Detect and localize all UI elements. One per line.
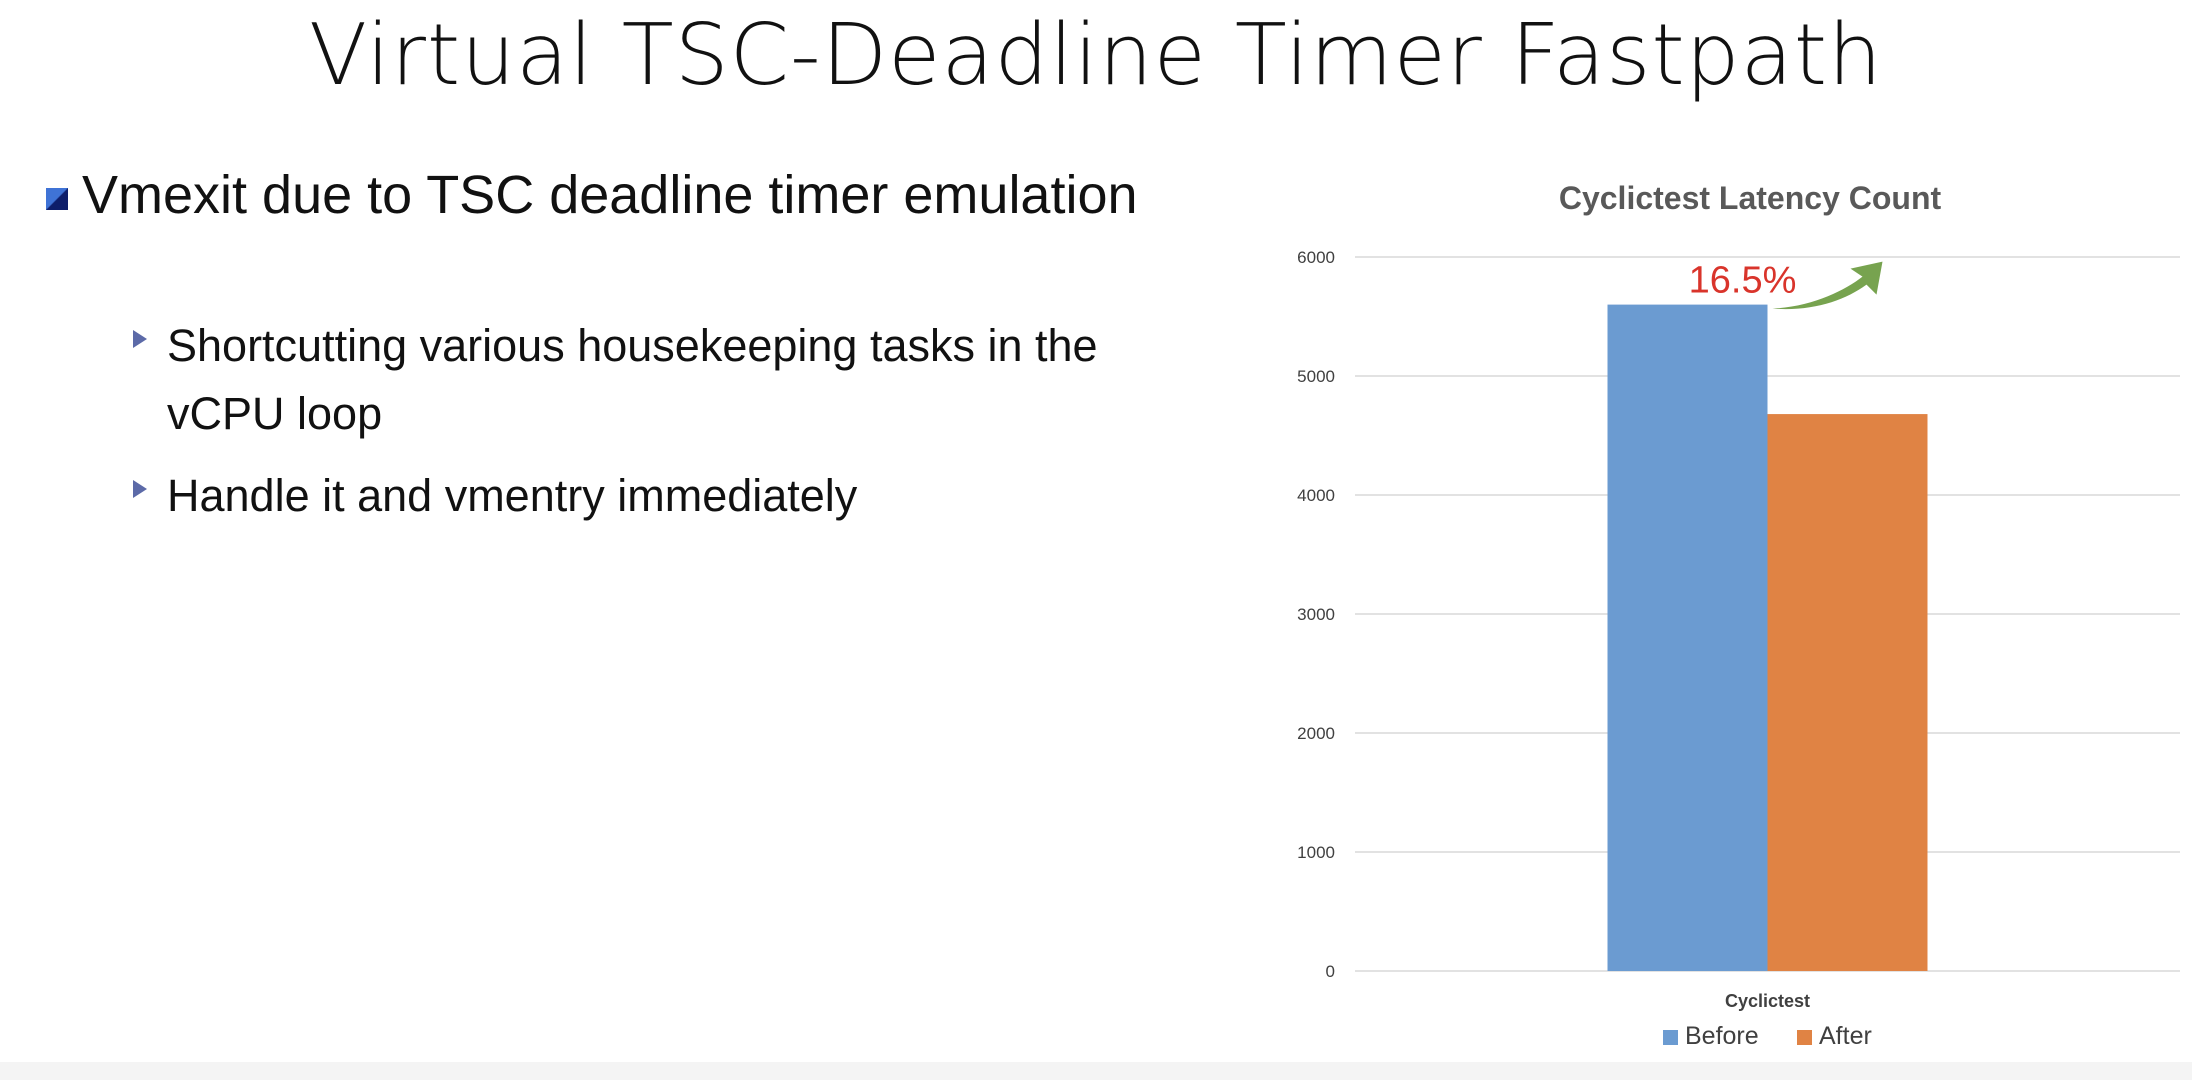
bullet-text: Vmexit due to TSC deadline timer emulati… <box>82 165 1138 225</box>
annotation: 16.5% <box>1689 260 1883 310</box>
square-bullet-icon <box>46 188 68 210</box>
legend-label-before: Before <box>1685 1022 1759 1050</box>
legend-swatch-after <box>1797 1030 1812 1045</box>
slide-title: Virtual TSC-Deadline Timer Fastpath <box>309 6 1883 105</box>
bar-before <box>1607 304 1768 972</box>
legend-label-after: After <box>1819 1022 1872 1050</box>
x-tick-label: Cyclictest <box>1725 991 1810 1011</box>
sub-bullet-text: Shortcutting various housekeeping tasks … <box>167 320 1098 439</box>
y-tick-label: 5000 <box>1297 367 1335 386</box>
y-tick-label: 1000 <box>1297 843 1335 862</box>
legend: Before After <box>1663 1022 1872 1050</box>
percent-change-label: 16.5% <box>1689 260 1797 302</box>
bullet-level1: Vmexit due to TSC deadline timer emulati… <box>46 160 1202 230</box>
y-tick-label: 0 <box>1326 962 1335 981</box>
chart-title: Cyclictest Latency Count <box>1559 180 1942 216</box>
y-axis-tick-labels: 0 1000 2000 3000 4000 5000 6000 <box>1297 248 1335 981</box>
legend-swatch-before <box>1663 1030 1678 1045</box>
increase-arrow-icon <box>1772 261 1883 310</box>
y-tick-label: 6000 <box>1297 248 1335 267</box>
bar-chart: Cyclictest Latency Count 0 1000 2000 3000 40… <box>1297 180 2180 1050</box>
sub-bullet-housekeeping: Shortcutting various housekeeping tasks … <box>133 312 1207 448</box>
y-tick-label: 4000 <box>1297 486 1335 505</box>
x-axis-tick-labels: Cyclictest <box>1725 991 1810 1011</box>
y-tick-label: 3000 <box>1297 605 1335 624</box>
sub-bullet-text: Handle it and vmentry immediately <box>167 470 858 521</box>
bars <box>1607 304 1928 972</box>
bottom-band <box>0 1062 2192 1080</box>
sub-bullet-vmentry: Handle it and vmentry immediately <box>133 462 1207 530</box>
y-tick-label: 2000 <box>1297 724 1335 743</box>
triangle-bullet-icon <box>133 480 147 498</box>
bar-after <box>1767 414 1928 972</box>
triangle-bullet-icon <box>133 330 147 348</box>
